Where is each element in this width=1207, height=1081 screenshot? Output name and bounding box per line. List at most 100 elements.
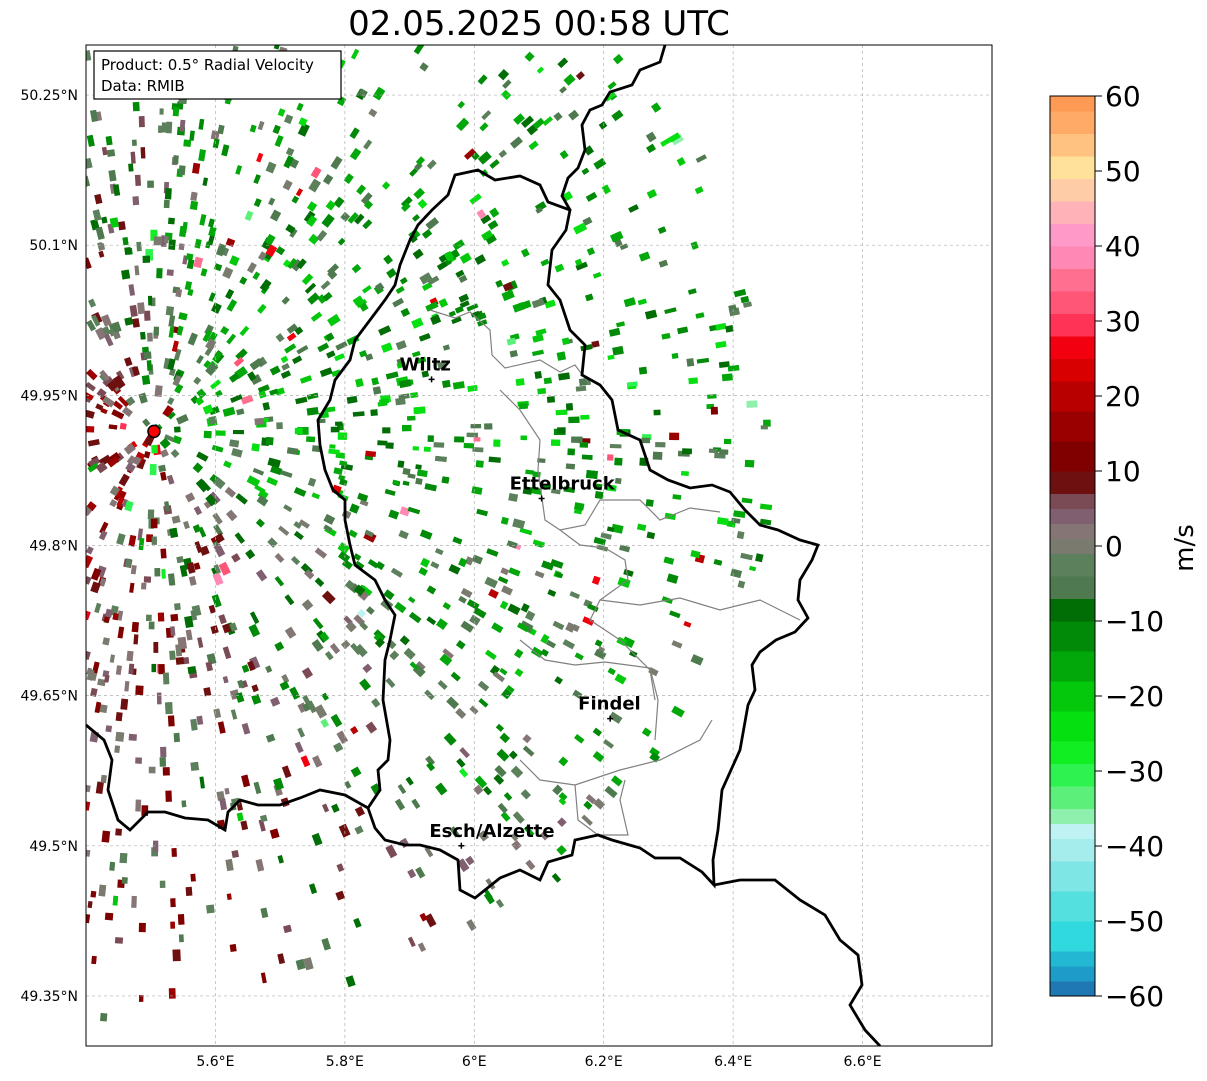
radar-echo-gate — [558, 756, 569, 767]
radar-echo-gate — [442, 344, 450, 351]
radar-echo-gate — [306, 392, 319, 400]
radar-echo-gate — [358, 88, 368, 98]
radar-echo-gate — [329, 643, 341, 654]
radar-echo-gate — [522, 734, 532, 744]
radar-echo-gate — [646, 189, 658, 199]
radar-echo-gate — [346, 395, 358, 404]
radar-echo-gate — [208, 415, 218, 425]
radar-echo-gate — [690, 550, 701, 559]
radar-echo-gate — [270, 209, 282, 222]
radar-echo-gate — [173, 348, 182, 361]
lat-tick-label: 49.95°N — [20, 388, 78, 404]
radar-echo-gate — [455, 269, 465, 278]
radar-echo-gate — [542, 116, 554, 127]
radar-echo-gate — [205, 661, 213, 672]
radar-echo-gate — [371, 377, 379, 386]
radar-echo-gate — [297, 727, 305, 738]
radar-echo-gate — [172, 106, 180, 117]
radar-echo-gate — [317, 294, 327, 304]
radar-echo-gate — [203, 430, 212, 439]
radar-echo-gate — [102, 637, 110, 646]
radar-echo-gate — [331, 369, 342, 378]
radar-echo-gate — [171, 847, 177, 857]
radar-echo-gate — [286, 447, 299, 455]
radar-echo-gate — [107, 456, 120, 468]
radar-echo-gate — [135, 757, 142, 764]
radar-echo-gate — [657, 226, 667, 235]
radar-echo-gate — [280, 355, 289, 364]
radar-echo-gate — [594, 648, 607, 660]
radar-echo-gate — [241, 722, 251, 735]
radar-echo-gate — [129, 304, 138, 317]
radar-echo-gate — [531, 298, 545, 309]
radar-echo-gate — [276, 422, 283, 430]
radar-echo-gate — [192, 462, 204, 473]
radar-echo-gate — [546, 396, 556, 403]
radar-echo-gate — [550, 559, 564, 569]
radar-echo-gate — [195, 396, 205, 406]
radar-echo-gate — [90, 567, 102, 581]
radar-echo-gate — [213, 708, 222, 719]
radar-echo-gate — [269, 388, 279, 396]
radar-echo-gate — [303, 210, 316, 224]
radar-echo-gate — [392, 479, 400, 486]
radar-echo-gate — [165, 702, 173, 715]
radar-echo-gate — [426, 159, 437, 170]
radar-echo-gate — [495, 279, 504, 288]
radar-echo-gate — [141, 375, 151, 385]
radar-echo-gate — [484, 423, 493, 430]
radar-echo-gate — [187, 666, 197, 675]
city-markers: Wiltz Ettelbruck Findel Esch/Alzette — [400, 354, 641, 849]
longitude-labels: 5.6°E 5.8°E 6°E 6.2°E 6.4°E 6.6°E — [196, 1054, 881, 1070]
radar-echo-gate — [418, 567, 428, 576]
radar-echo-gate — [508, 750, 518, 760]
radar-echo-gate — [513, 113, 526, 125]
radar-echo-gate — [396, 361, 407, 369]
radar-echo-gate — [187, 288, 194, 296]
radar-echo-gate — [367, 559, 379, 569]
radar-echo-gate — [320, 280, 331, 290]
radar-echo-gate — [550, 439, 561, 446]
radar-echo-gate — [350, 766, 362, 778]
radar-echo-gate — [194, 541, 203, 553]
radar-echo-gate — [90, 581, 101, 594]
radar-echo-gate — [354, 560, 365, 570]
radar-echo-gate — [119, 422, 127, 430]
radar-echo-gate — [457, 100, 466, 109]
radar-echo-gate — [520, 115, 535, 128]
radar-echo-gate — [321, 213, 335, 228]
radar-echo-gate — [509, 349, 518, 358]
radar-echo-gate — [323, 524, 333, 533]
radar-echo-gate — [472, 446, 484, 453]
radar-echo-gate — [330, 426, 340, 433]
radar-echo-gate — [641, 437, 651, 444]
radar-echo-gate — [222, 266, 234, 279]
radar-echo-gate — [607, 667, 616, 676]
radar-echo-gate — [593, 157, 607, 170]
radar-echo-gate — [160, 746, 167, 758]
radar-echo-gate — [169, 527, 179, 538]
radar-echo-gate — [384, 488, 396, 496]
radar-echo-gate — [510, 765, 524, 779]
radar-echo-gate — [143, 310, 151, 321]
radar-echo-gate — [341, 559, 354, 570]
radar-echo-gate — [311, 639, 324, 652]
city-marker: Wiltz — [400, 354, 451, 383]
radar-echo-gate — [416, 356, 427, 364]
radar-echo-gate — [544, 299, 556, 309]
radar-echo-gate — [121, 498, 129, 508]
radar-echo-gate — [118, 473, 130, 487]
radar-echo-gate — [458, 767, 469, 778]
radar-echo-gate — [314, 547, 327, 559]
radar-echo-gate — [402, 480, 410, 486]
radar-echo-gate — [434, 547, 444, 556]
radar-echo-gate — [281, 765, 292, 779]
radar-echo-gate — [476, 209, 487, 219]
radar-echo-gate — [503, 792, 513, 801]
radar-echo-gate — [733, 510, 746, 519]
radar-echo-gate — [510, 833, 519, 842]
radar-echo-gate — [585, 293, 594, 302]
city-label: Findel — [578, 694, 641, 715]
radar-echo-gate — [237, 679, 245, 689]
radar-echo-gate — [265, 244, 278, 258]
